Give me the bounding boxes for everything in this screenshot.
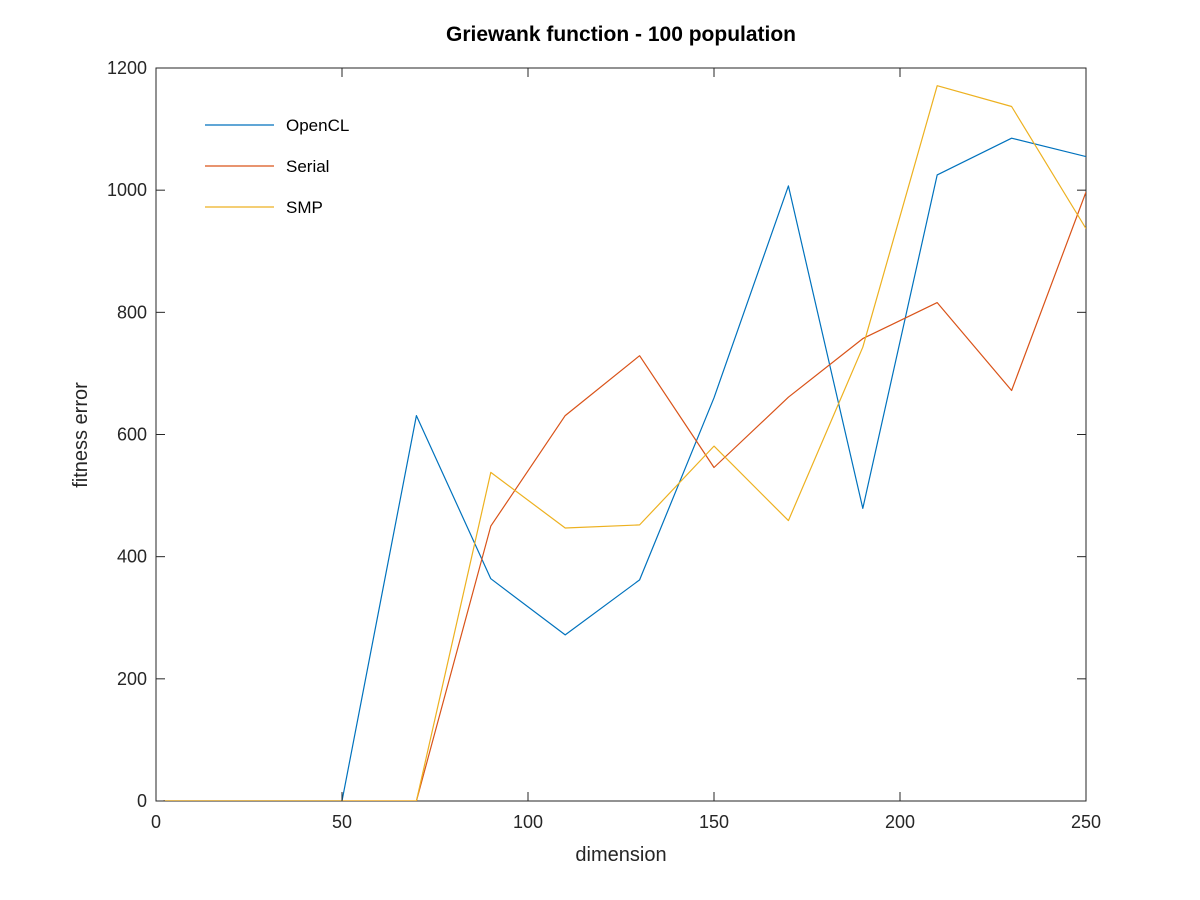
legend: OpenCL Serial SMP <box>205 116 349 217</box>
plot-area <box>155 67 1087 802</box>
series-layer <box>163 85 1086 801</box>
x-axis-label: dimension <box>575 844 666 866</box>
legend-label-smp: SMP <box>286 198 323 217</box>
plot-frame <box>155 67 1087 802</box>
x-tick-label: 100 <box>513 812 543 832</box>
y-tick-label: 0 <box>137 791 147 811</box>
y-tick-label: 600 <box>117 425 147 445</box>
ticks-layer: 0 50 100 150 200 250 0 200 400 600 800 1000 1200 <box>107 58 1101 832</box>
x-tick-label: 0 <box>151 812 161 832</box>
x-tick-label: 150 <box>699 812 729 832</box>
x-tick-label: 200 <box>885 812 915 832</box>
y-tick-label: 800 <box>117 302 147 322</box>
y-tick-label: 1200 <box>107 58 147 78</box>
x-tick-label: 50 <box>332 812 352 832</box>
series-line-opencl <box>163 137 1086 801</box>
x-tick-label: 250 <box>1071 812 1101 832</box>
chart-title: Griewank function - 100 population <box>446 23 796 46</box>
series-line-serial <box>163 191 1086 801</box>
y-axis-label: fitness error <box>70 382 92 488</box>
y-tick-label: 400 <box>117 547 147 567</box>
legend-label-serial: Serial <box>286 157 329 176</box>
y-tick-label: 1000 <box>107 180 147 200</box>
legend-label-opencl: OpenCL <box>286 116 349 135</box>
series-line-smp <box>163 85 1086 801</box>
y-tick-label: 200 <box>117 669 147 689</box>
